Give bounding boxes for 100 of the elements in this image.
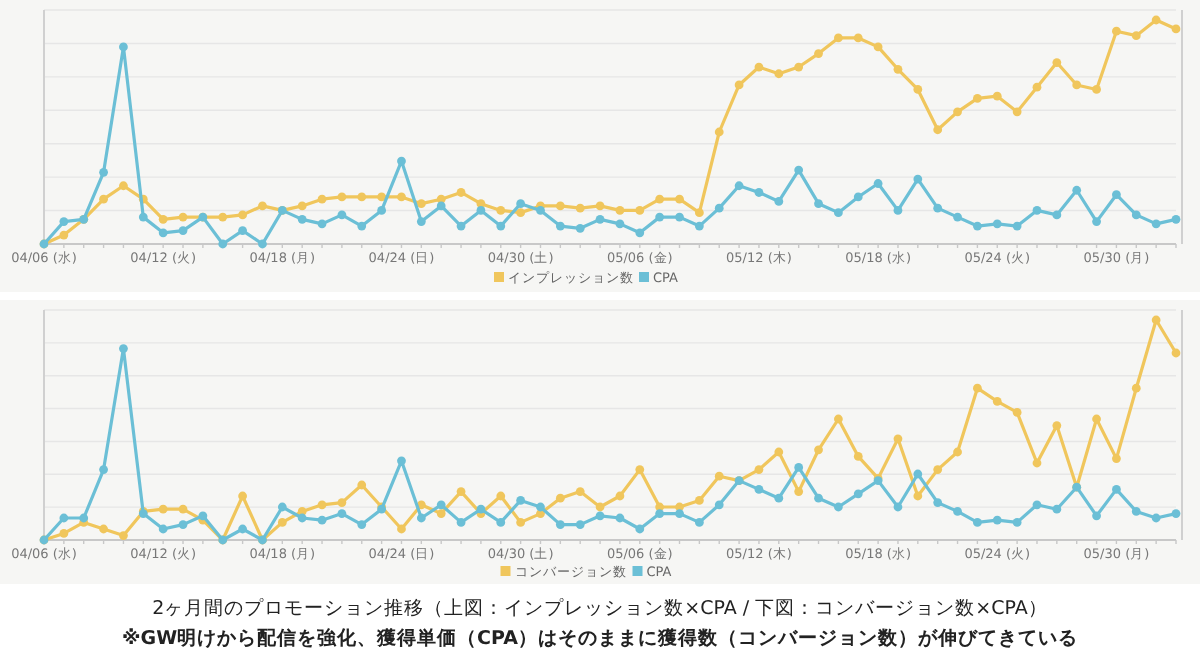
point [575, 223, 585, 233]
point [476, 504, 486, 514]
point [814, 199, 823, 209]
point [1171, 24, 1181, 34]
point [615, 491, 625, 501]
point [516, 496, 526, 505]
point [1112, 26, 1121, 36]
point [833, 414, 843, 424]
point [1092, 85, 1101, 94]
point [933, 125, 943, 135]
point [754, 62, 764, 72]
point [59, 529, 69, 538]
point [675, 194, 684, 204]
point [1171, 509, 1181, 518]
point [794, 165, 804, 175]
point [1131, 383, 1141, 393]
point [992, 219, 1002, 229]
point [377, 206, 387, 215]
point [1032, 458, 1042, 468]
point [774, 69, 784, 79]
point [992, 397, 1002, 406]
point [1112, 190, 1121, 200]
point [555, 520, 565, 529]
point [694, 221, 704, 231]
point [1012, 107, 1022, 117]
point [317, 194, 327, 204]
point [516, 208, 526, 218]
point [853, 192, 863, 202]
point [833, 33, 843, 43]
point [337, 192, 347, 202]
point [1052, 58, 1062, 67]
point [377, 192, 387, 202]
point [853, 452, 863, 461]
point [158, 524, 168, 534]
point [1072, 80, 1082, 90]
point [794, 62, 804, 72]
point [119, 344, 128, 353]
point [953, 107, 962, 117]
point [1012, 518, 1022, 527]
point [734, 80, 744, 90]
point [516, 518, 526, 527]
point [873, 42, 883, 52]
point [357, 520, 367, 529]
point [655, 194, 665, 204]
point [1092, 414, 1101, 424]
point [1151, 15, 1161, 25]
point [655, 212, 665, 222]
point [833, 208, 843, 218]
point [873, 179, 883, 188]
point [357, 221, 367, 231]
point [297, 214, 307, 224]
point [595, 502, 605, 512]
point [1012, 408, 1022, 417]
point [675, 509, 684, 518]
point [496, 518, 506, 527]
point [555, 493, 565, 503]
point [973, 518, 982, 527]
point [1052, 504, 1062, 514]
point [833, 502, 843, 512]
point [416, 199, 426, 209]
point [436, 509, 446, 518]
point [456, 221, 466, 231]
point [953, 507, 962, 516]
point [496, 491, 506, 501]
point [734, 181, 744, 191]
point [277, 518, 287, 527]
point [814, 49, 823, 58]
point [59, 217, 69, 226]
point [258, 201, 267, 211]
point [1112, 454, 1121, 463]
point [774, 197, 784, 206]
point [119, 531, 128, 540]
point [575, 487, 585, 496]
point [119, 42, 128, 52]
text: ※GW明けから配信を強化、獲得単価（CPA）はそのままに獲得数（コンバージョン数）が伸びてきている [122, 626, 1078, 650]
point [178, 226, 188, 235]
point [694, 496, 704, 505]
point [794, 463, 804, 472]
point [754, 465, 764, 474]
point [416, 513, 426, 523]
point [357, 192, 367, 202]
point [714, 500, 724, 510]
point [615, 206, 625, 215]
point [973, 94, 982, 103]
point [277, 502, 287, 512]
point [933, 203, 943, 213]
point [694, 518, 704, 527]
point [178, 504, 188, 514]
point [1052, 421, 1062, 430]
point [178, 212, 188, 222]
point [536, 206, 545, 215]
point [337, 509, 347, 518]
point [555, 201, 565, 211]
point [436, 201, 446, 211]
text: 2ヶ月間のプロモーション推移（上図：インプレッション数×CPA / 下図：コンバージョン数×CPA） [152, 596, 1048, 620]
point [635, 228, 645, 238]
point [714, 203, 724, 213]
point [694, 208, 704, 218]
point [933, 498, 943, 507]
point [953, 447, 962, 457]
